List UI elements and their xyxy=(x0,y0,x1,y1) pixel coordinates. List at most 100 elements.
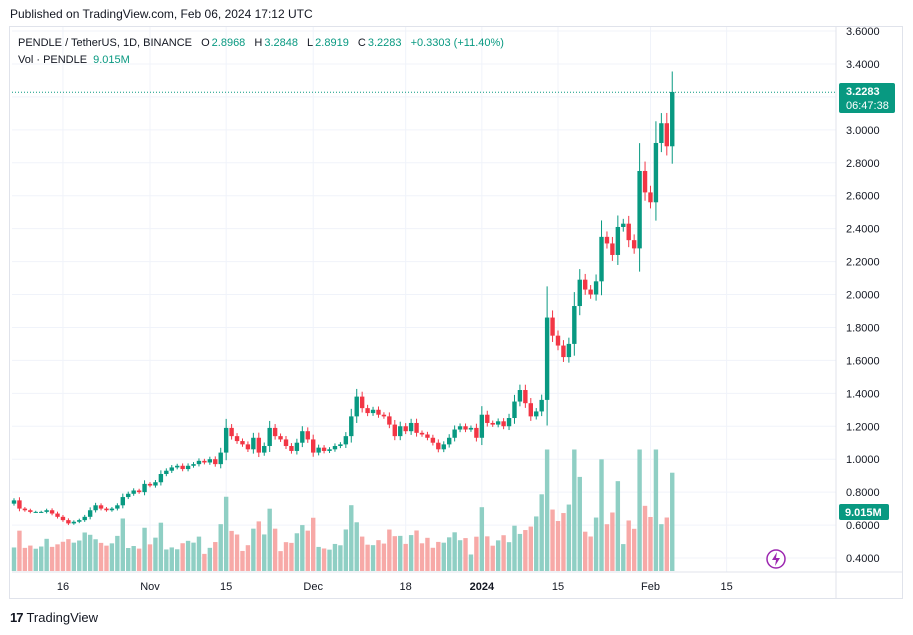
candle-body xyxy=(447,437,452,445)
volume-bar xyxy=(234,534,240,571)
volume-bar xyxy=(180,543,185,571)
volume-bar xyxy=(120,518,125,571)
volume-bar xyxy=(599,459,604,571)
volume-label: Vol · PENDLE xyxy=(18,54,88,66)
published-header: Published on TradingView.com, Feb 06, 20… xyxy=(10,7,313,21)
volume-bar xyxy=(169,547,174,571)
price-tick-label: 1.0000 xyxy=(846,454,880,466)
candle-body xyxy=(512,401,517,419)
low-label: L xyxy=(307,37,314,49)
volume-bar xyxy=(550,509,555,571)
time-axis: 16 Nov 15 Dec 18 2024 15 Feb 15 xyxy=(57,581,733,593)
candle-body xyxy=(60,516,66,521)
volume-bar xyxy=(115,535,120,571)
volume-bar xyxy=(392,536,397,571)
volume-bar xyxy=(175,549,180,571)
candle-body xyxy=(670,91,675,147)
candle-body xyxy=(22,508,28,511)
volume-bar xyxy=(419,543,425,571)
volume-bar xyxy=(87,534,93,571)
candle-body xyxy=(370,409,376,414)
volume-bar xyxy=(653,449,659,571)
volume-bar xyxy=(267,508,272,571)
candle-body xyxy=(33,511,38,513)
candle-body xyxy=(441,444,446,450)
volume-bar xyxy=(218,524,223,571)
close-label: C xyxy=(357,37,366,49)
high-label: H xyxy=(254,37,263,49)
candle-body xyxy=(463,426,468,430)
price-tick-label: 2.6000 xyxy=(846,191,880,203)
candle-body xyxy=(414,422,419,433)
volume-bar xyxy=(615,481,621,571)
volume-bar xyxy=(512,525,517,571)
volume-bar xyxy=(294,533,300,571)
candle-body xyxy=(202,460,207,463)
volume-bar xyxy=(436,541,441,571)
volume-bar xyxy=(185,540,191,571)
candle-body xyxy=(501,421,506,427)
volume-bar xyxy=(196,536,202,571)
candle-body xyxy=(240,441,245,445)
candle-body xyxy=(338,444,343,447)
candle-body xyxy=(376,409,381,415)
candle-body xyxy=(321,447,327,451)
candle-body xyxy=(39,511,44,513)
candle-body xyxy=(251,437,256,450)
candle-body xyxy=(169,467,174,471)
candle-body xyxy=(262,446,267,453)
candle-body xyxy=(430,437,436,443)
candle-body xyxy=(191,464,196,466)
candle-body xyxy=(305,431,310,440)
price-tick-label: 1.4000 xyxy=(846,388,880,400)
candle-body xyxy=(490,422,495,425)
volume-bar xyxy=(555,521,561,571)
volume-bar xyxy=(262,534,267,571)
volume-bar xyxy=(71,542,77,571)
candles xyxy=(11,71,675,526)
volume-badge-value: 9.015M xyxy=(845,507,882,519)
time-tick-label: 16 xyxy=(57,581,69,593)
price-tick-label: 0.4000 xyxy=(846,553,880,565)
volume-bar xyxy=(583,531,588,571)
candle-body xyxy=(294,442,300,451)
volume-value: 9.015M xyxy=(93,54,130,66)
candle-body xyxy=(381,414,387,417)
flash-icon[interactable] xyxy=(766,549,786,569)
volume-bar xyxy=(566,504,572,571)
volume-bar xyxy=(604,524,610,571)
volume-bar xyxy=(588,536,593,571)
legend-volume-row: Vol · PENDLE 9.015M xyxy=(18,52,504,69)
price-tick-label: 3.4000 xyxy=(846,59,880,71)
candle-body xyxy=(71,521,77,524)
candle-body xyxy=(626,223,631,241)
candle-body xyxy=(534,411,539,417)
candle-body xyxy=(539,399,544,412)
change-value: +0.3303 (+11.40%) xyxy=(410,37,504,49)
candle-body xyxy=(664,123,669,147)
time-tick-label: Feb xyxy=(641,581,660,593)
volume-bar xyxy=(283,542,289,571)
price-tick-label: 2.0000 xyxy=(846,290,880,302)
candle-body xyxy=(555,335,561,346)
candle-body xyxy=(283,439,289,447)
chart-frame[interactable] xyxy=(9,26,903,599)
volume-bar xyxy=(370,545,376,571)
candle-body xyxy=(610,243,615,255)
candle-body xyxy=(572,306,577,344)
volume-bar xyxy=(343,529,349,571)
candle-body xyxy=(583,279,588,290)
candle-body xyxy=(392,424,397,437)
candle-body xyxy=(506,418,512,427)
volume-bar xyxy=(256,521,261,571)
price-tick-label: 0.6000 xyxy=(846,520,880,532)
time-tick-label: 18 xyxy=(400,581,412,593)
candle-body xyxy=(87,510,93,517)
candle-body xyxy=(408,422,414,432)
chart-legend: PENDLE / TetherUS, 1D, BINANCE O 2.8968 H… xyxy=(18,35,504,69)
volume-bar xyxy=(425,537,430,571)
tradingview-footer[interactable]: 17 TradingView xyxy=(10,610,98,625)
volume-bar xyxy=(153,537,158,571)
candle-body xyxy=(349,416,354,437)
